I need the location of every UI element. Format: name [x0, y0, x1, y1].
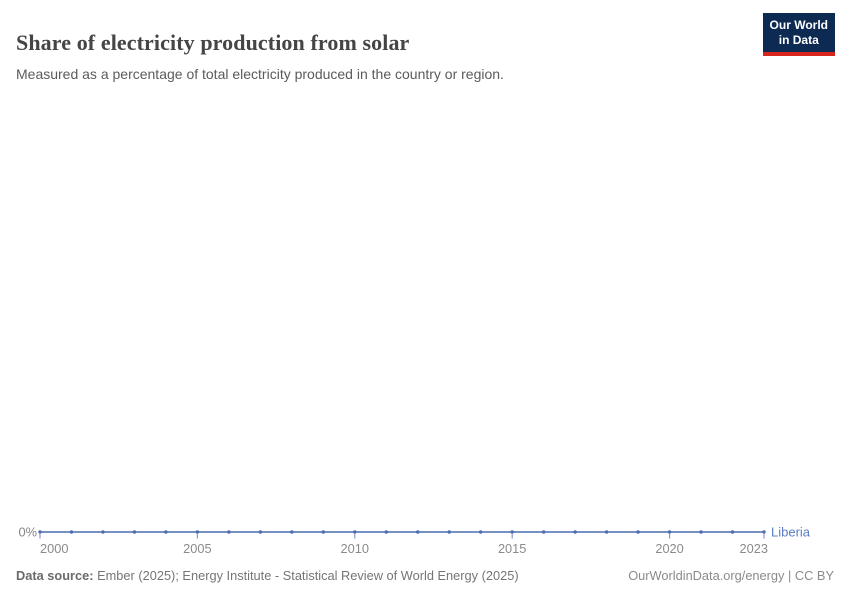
page-title: Share of electricity production from sol…: [16, 29, 410, 55]
data-point[interactable]: [353, 530, 357, 534]
data-point[interactable]: [290, 530, 294, 534]
data-source-text: Ember (2025); Energy Institute - Statist…: [93, 568, 519, 583]
data-point[interactable]: [667, 530, 672, 534]
data-point[interactable]: [69, 530, 74, 534]
data-point[interactable]: [762, 530, 766, 534]
x-axis-tick-label: 2005: [183, 541, 211, 556]
x-axis-tick-label: 2000: [40, 541, 68, 556]
x-axis-tick-label: 2015: [498, 541, 526, 556]
data-point[interactable]: [541, 530, 546, 534]
data-source-line[interactable]: Data source: Ember (2025); Energy Instit…: [16, 568, 519, 583]
owid-logo-line2: in Data: [778, 33, 819, 47]
y-axis-tick-label: 0%: [19, 525, 38, 540]
data-point[interactable]: [478, 530, 483, 534]
data-point[interactable]: [101, 530, 105, 534]
data-source-label: Data source:: [16, 568, 94, 583]
data-point[interactable]: [321, 530, 326, 534]
data-point[interactable]: [730, 530, 735, 534]
data-point[interactable]: [604, 530, 609, 534]
data-point[interactable]: [384, 530, 388, 534]
data-point[interactable]: [699, 530, 703, 534]
x-axis-tick-label: 2020: [655, 541, 683, 556]
owid-link-and-license[interactable]: OurWorldinData.org/energy | CC BY: [628, 568, 834, 583]
chart-footer: Data source: Ember (2025); Energy Instit…: [16, 568, 834, 583]
data-point[interactable]: [38, 530, 42, 534]
x-axis-tick-label: 2023: [740, 541, 768, 556]
data-point[interactable]: [636, 530, 640, 534]
x-axis-tick-label: 2010: [341, 541, 369, 556]
chart-subtitle: Measured as a percentage of total electr…: [16, 66, 504, 82]
data-point[interactable]: [416, 530, 420, 534]
data-point[interactable]: [164, 530, 168, 534]
owid-logo-line1: Our World: [769, 18, 828, 32]
entity-label[interactable]: Liberia: [771, 525, 811, 540]
data-point[interactable]: [195, 530, 200, 534]
data-point[interactable]: [573, 530, 577, 534]
data-point[interactable]: [510, 530, 514, 534]
data-point[interactable]: [227, 530, 231, 534]
data-point[interactable]: [258, 530, 263, 534]
data-point[interactable]: [132, 530, 137, 534]
data-point[interactable]: [447, 530, 451, 534]
owid-logo[interactable]: Our World in Data: [762, 13, 835, 56]
